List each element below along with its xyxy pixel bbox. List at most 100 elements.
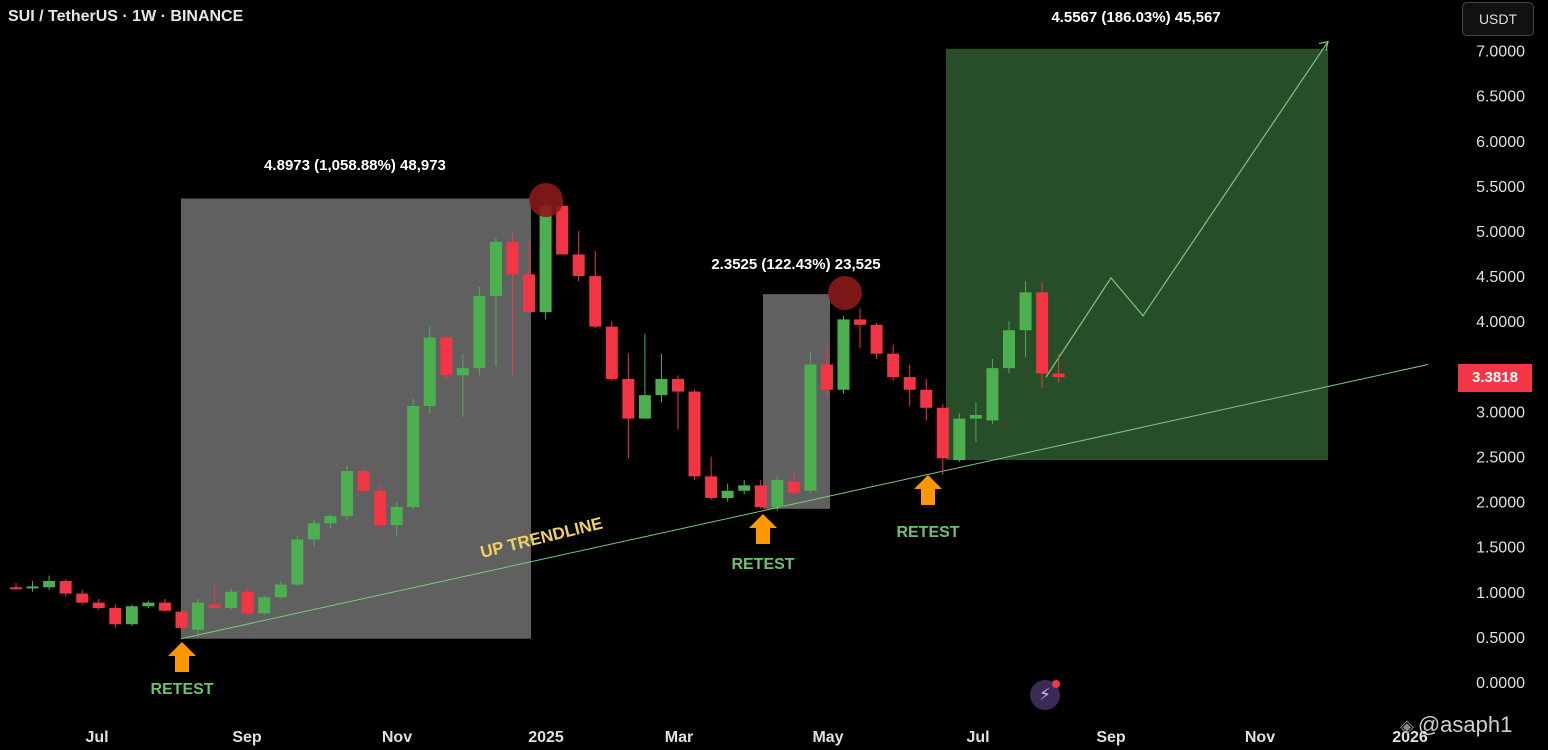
candle-body	[456, 368, 469, 376]
projection-path	[1045, 41, 1329, 378]
y-tick-label: 4.5000	[1476, 269, 1525, 286]
y-tick-label: 2.5000	[1476, 450, 1525, 467]
candle-body	[407, 405, 420, 508]
candle-body	[688, 391, 701, 477]
y-tick-label: 4.0000	[1476, 314, 1525, 331]
candle	[787, 470, 800, 495]
candle-body	[473, 295, 486, 369]
candle-body	[936, 407, 949, 459]
candle-body	[721, 490, 734, 498]
candle-body	[655, 378, 668, 396]
x-tick-label: 2026	[1392, 729, 1428, 746]
measure-label: 4.5567 (186.03%) 45,567	[1051, 9, 1220, 26]
candle	[738, 479, 751, 495]
candle	[854, 308, 867, 349]
candle	[920, 378, 933, 421]
candle	[341, 465, 353, 520]
x-tick-label: Jul	[85, 729, 108, 746]
candle-body	[754, 485, 767, 508]
candle	[820, 344, 833, 396]
binance-logo-icon: ◈	[1400, 716, 1414, 736]
candle	[523, 241, 536, 313]
x-tick-label: Jul	[966, 729, 989, 746]
candle-body	[672, 378, 684, 392]
candle-body	[274, 584, 287, 598]
candle	[440, 335, 453, 379]
candle	[208, 582, 221, 609]
candle-body	[1019, 292, 1032, 331]
candle-body	[953, 418, 966, 461]
watermark: ◈ @asaph1	[1400, 712, 1512, 738]
candle-body	[390, 507, 403, 526]
candle	[903, 364, 916, 406]
candle	[192, 599, 205, 637]
candle	[473, 286, 486, 376]
candle	[638, 333, 651, 419]
candle-body	[589, 276, 602, 327]
candle	[125, 604, 138, 627]
x-tick-label: Mar	[665, 729, 693, 746]
y-tick-label: 0.0000	[1476, 675, 1525, 692]
candle	[804, 351, 817, 493]
y-tick-label: 5.0000	[1476, 224, 1525, 241]
candle	[291, 535, 304, 587]
candle-body	[192, 602, 205, 630]
peak-circle	[828, 276, 862, 310]
y-tick-label: 1.5000	[1476, 540, 1525, 557]
x-tick-label: 2025	[528, 729, 564, 746]
candle-body	[638, 395, 651, 419]
candle-body	[291, 539, 304, 585]
projection-arrowhead	[1318, 40, 1329, 51]
candle	[837, 315, 850, 394]
retest-arrow	[914, 475, 942, 505]
candle-body	[539, 205, 552, 313]
candle	[539, 198, 552, 320]
candle-body	[854, 319, 867, 325]
retest-arrow	[168, 642, 196, 672]
x-tick-label: Sep	[1096, 729, 1126, 746]
candle	[771, 476, 784, 511]
candle	[274, 580, 287, 600]
candle	[556, 200, 569, 255]
candle-body	[887, 353, 900, 378]
candle	[506, 232, 519, 376]
candle-body	[523, 274, 536, 313]
candle	[456, 353, 469, 417]
candle-body	[969, 415, 982, 419]
y-tick-label: 3.0000	[1476, 404, 1525, 421]
retest-label: RETEST	[896, 524, 959, 541]
candle-body	[771, 479, 784, 508]
peak-circle	[529, 183, 563, 217]
candle	[175, 609, 188, 632]
candle-body	[1036, 292, 1049, 374]
candle-body	[870, 324, 883, 354]
candle	[76, 589, 89, 605]
candle-body	[787, 481, 800, 493]
candle	[324, 514, 337, 529]
candle-body	[43, 580, 56, 588]
measure-box	[181, 198, 531, 639]
candle	[936, 404, 949, 475]
candle-body	[556, 205, 569, 255]
retest-label: RETEST	[731, 556, 794, 573]
candle-body	[1003, 330, 1015, 369]
candle	[986, 359, 999, 425]
candle	[59, 579, 72, 597]
candle	[605, 321, 618, 381]
candle	[258, 595, 271, 616]
x-tick-label: Nov	[382, 729, 412, 746]
candle-body	[92, 602, 105, 609]
currency-button[interactable]: USDT	[1462, 2, 1534, 36]
candle-body	[241, 591, 254, 614]
y-tick-label: 1.0000	[1476, 585, 1525, 602]
candle-body	[357, 470, 370, 491]
candle	[1019, 281, 1032, 358]
candle	[688, 389, 701, 480]
candle-body	[1052, 373, 1065, 378]
measure-box	[946, 48, 1328, 461]
measure-label: 2.3525 (122.43%) 23,525	[711, 256, 880, 273]
candle	[374, 483, 387, 527]
measure-label: 4.8973 (1,058.88%) 48,973	[264, 157, 446, 174]
candle	[1036, 281, 1049, 388]
